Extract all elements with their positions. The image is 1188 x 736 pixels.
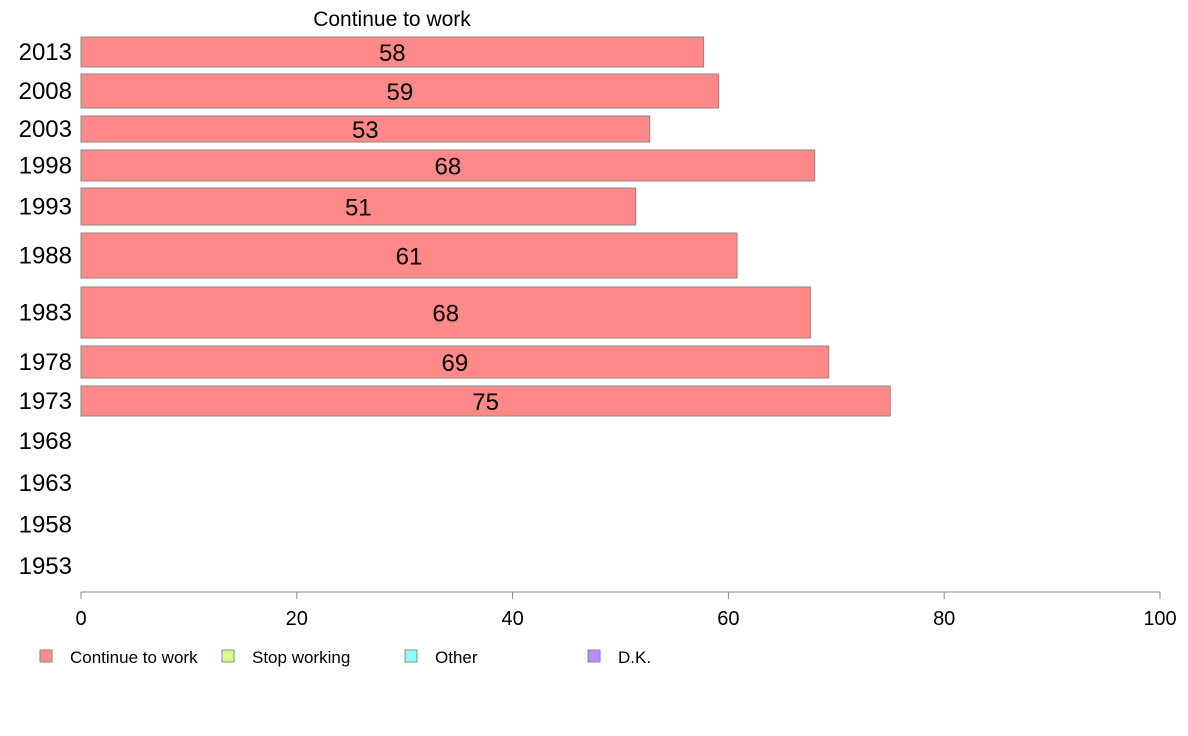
bar-continue-to-work-2003	[80, 115, 651, 143]
data-label: 59	[386, 79, 413, 106]
x-axis: 0 20 40 60 80 100	[75, 591, 1177, 630]
data-label: 53	[352, 117, 379, 144]
bars-group	[80, 36, 891, 417]
legend-label-other: Other	[435, 648, 478, 667]
x-tick-label: 100	[1143, 608, 1176, 630]
data-label: 75	[472, 389, 499, 416]
y-tick-label: 2008	[19, 78, 72, 105]
y-tick-label: 1978	[19, 349, 72, 376]
y-axis: 2013 2008 2003 1998 1993 1988 1983 1978 1973 1968…	[19, 39, 72, 580]
y-tick-label: 1953	[19, 553, 72, 580]
x-tick-label: 20	[286, 608, 308, 630]
bar-continue-to-work-2008	[80, 73, 720, 109]
legend-swatch-d-k-	[587, 649, 601, 663]
data-label: 58	[379, 40, 406, 67]
data-label: 68	[435, 154, 462, 181]
bar-continue-to-work-1993	[80, 187, 637, 226]
legend-label-continue-to-work: Continue to work	[70, 648, 198, 667]
legend-label-d-k-: D.K.	[618, 648, 651, 667]
y-tick-label: 1958	[19, 512, 72, 539]
data-label: 69	[442, 350, 469, 377]
data-label: 61	[396, 244, 423, 271]
legend-swatch-stop-working	[221, 649, 235, 663]
x-tick-label: 80	[933, 608, 955, 630]
bar-continue-to-work-1988	[80, 232, 738, 279]
legend-swatch-continue-to-work	[39, 649, 53, 663]
x-tick-label: 60	[717, 608, 739, 630]
bar-continue-to-work-1983	[80, 286, 811, 339]
y-tick-label: 1963	[19, 470, 72, 497]
bar-continue-to-work-2013	[80, 36, 705, 68]
y-tick-label: 1998	[19, 153, 72, 180]
y-tick-label: 1983	[19, 300, 72, 327]
y-tick-label: 1968	[19, 428, 72, 455]
legend: Continue to work Stop working Other D.K.	[39, 648, 651, 667]
y-tick-label: 1973	[19, 388, 72, 415]
bar-continue-to-work-1973	[80, 385, 891, 417]
legend-swatch-other	[404, 649, 418, 663]
bar-continue-to-work-1998	[80, 149, 816, 182]
y-tick-label: 2013	[19, 39, 72, 66]
legend-label-stop-working: Stop working	[252, 648, 350, 667]
chart-title: Continue to work	[313, 8, 471, 31]
y-tick-label: 1988	[19, 243, 72, 270]
x-tick-label: 0	[75, 608, 86, 630]
x-tick-label: 40	[501, 608, 523, 630]
data-label: 68	[432, 301, 459, 328]
y-tick-label: 2003	[19, 116, 72, 143]
data-label: 51	[345, 195, 372, 222]
bar-continue-to-work-1978	[80, 345, 830, 379]
y-tick-label: 1993	[19, 194, 72, 221]
